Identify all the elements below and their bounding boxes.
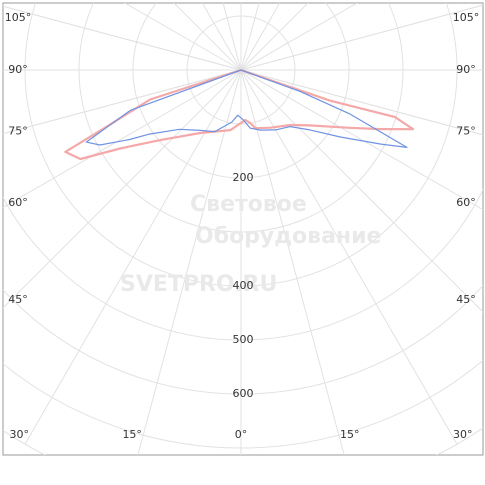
grid-spoke [123,3,242,71]
grid-spoke [3,5,242,71]
grid-spoke [240,69,483,136]
grid-spoke [201,3,242,71]
watermark: SVETPRO.RU [120,272,277,297]
angle-label: 75° [456,125,476,138]
intensity-curve [85,69,408,148]
grid-spoke [240,4,483,71]
grid-spoke [137,69,242,455]
grid-spoke [3,69,242,309]
angle-label: 0° [235,428,248,441]
angle-label: 75° [8,125,28,138]
angle-label: 30° [453,428,473,441]
grid-spoke [173,3,242,71]
angle-label: 105° [5,11,32,24]
watermark: Световое [190,192,307,217]
grid-spoke [240,69,345,455]
intensity-curve [64,68,415,161]
r-tick-label: 200 [233,171,254,184]
grid-spoke [240,3,309,71]
angle-label: 45° [8,293,28,306]
grid-spoke [240,69,483,313]
grid-spoke [240,69,483,211]
angle-label: 45° [456,293,476,306]
r-tick-label: 600 [233,387,254,400]
curves [64,68,415,161]
angle-label: 15° [122,428,142,441]
r-tick-label: 400 [233,279,254,292]
grid-spoke [240,69,458,445]
angle-label: 90° [8,63,28,76]
grid-spoke [3,69,242,135]
angle-label: 60° [8,196,28,209]
watermark: Оборудование [195,224,381,249]
labels: Световое Оборудование SVETPRO.RU 200 400 500 6… [5,11,480,441]
angle-label: 15° [340,428,360,441]
r-tick-label: 500 [233,333,254,346]
grid-spoke [240,3,281,71]
grid-spoke [3,69,242,208]
grid-spoke [240,3,359,71]
angle-label: 105° [453,11,480,24]
angle-label: 90° [456,63,476,76]
angle-label: 60° [456,196,476,209]
angle-label: 30° [10,428,30,441]
